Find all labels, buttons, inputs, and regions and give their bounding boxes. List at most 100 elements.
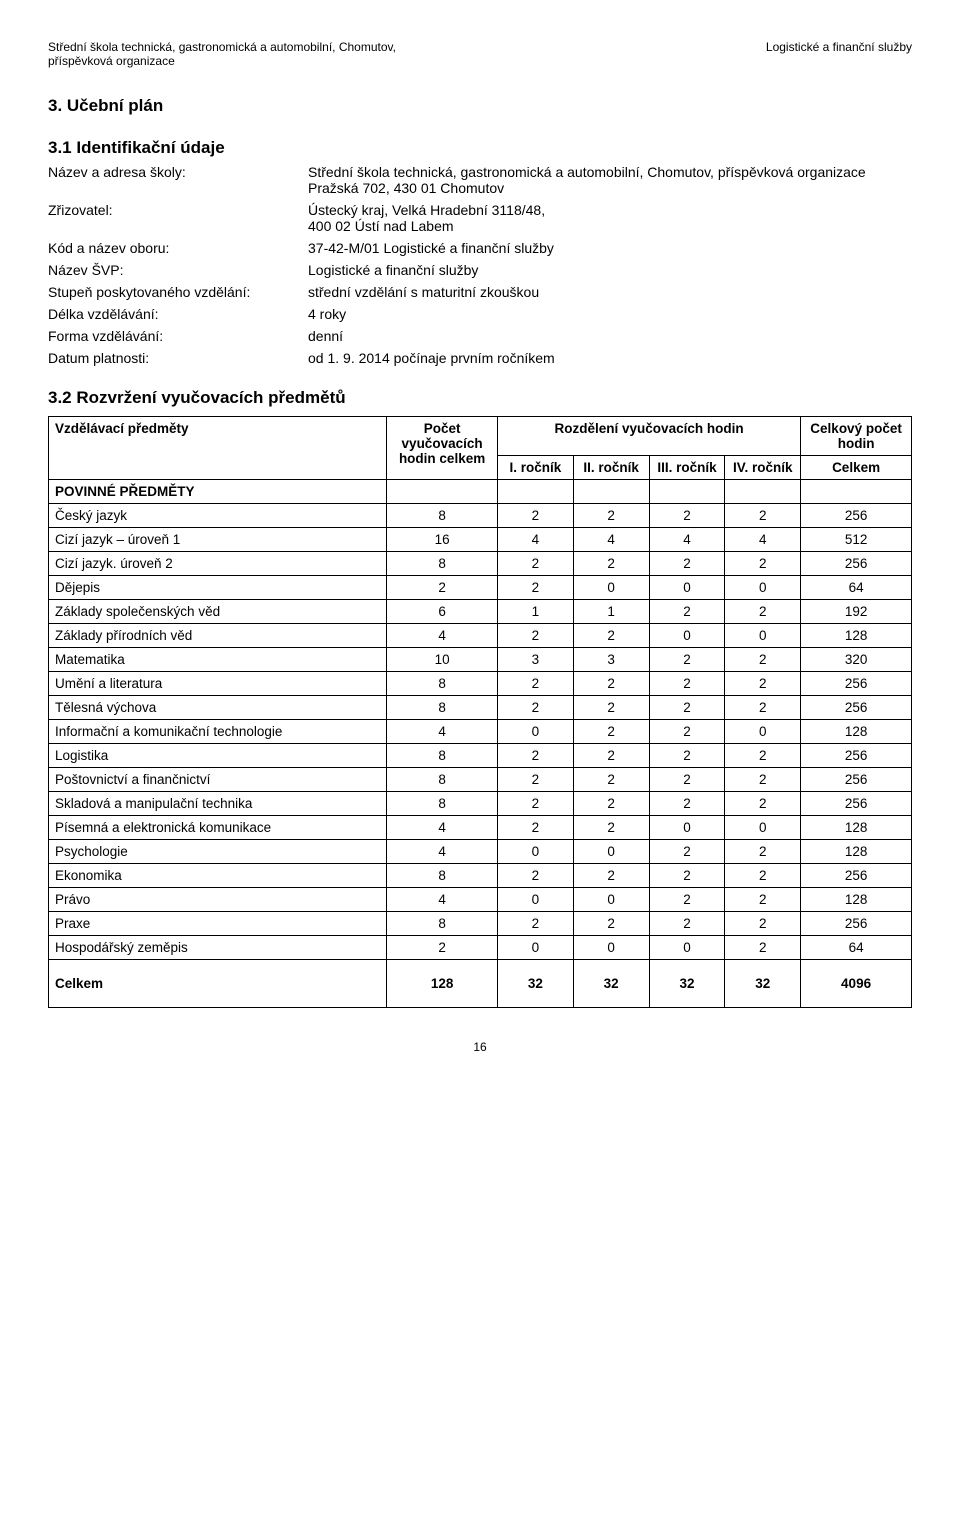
year-1: 0	[497, 840, 573, 864]
subject-name: Český jazyk	[49, 504, 387, 528]
totals-label: Celkem	[49, 960, 387, 1008]
subject-name: Praxe	[49, 912, 387, 936]
year-3: 2	[649, 552, 725, 576]
year-2: 2	[573, 720, 649, 744]
subject-name: Umění a literatura	[49, 672, 387, 696]
year-1: 2	[497, 504, 573, 528]
col-i: I. ročník	[497, 456, 573, 480]
year-4: 2	[725, 792, 801, 816]
empty-cell	[649, 480, 725, 504]
header-left: Střední škola technická, gastronomická a…	[48, 40, 396, 68]
year-2: 2	[573, 552, 649, 576]
sum-hours: 192	[801, 600, 912, 624]
subject-name: Právo	[49, 888, 387, 912]
subject-name: Hospodářský zeměpis	[49, 936, 387, 960]
year-4: 0	[725, 720, 801, 744]
total-hours: 16	[387, 528, 498, 552]
year-4: 4	[725, 528, 801, 552]
year-1: 2	[497, 672, 573, 696]
subject-name: Informační a komunikační technologie	[49, 720, 387, 744]
subject-name: Ekonomika	[49, 864, 387, 888]
year-2: 2	[573, 624, 649, 648]
totals-total: 128	[387, 960, 498, 1008]
total-hours: 8	[387, 672, 498, 696]
total-hours: 4	[387, 720, 498, 744]
table-row: Český jazyk82222256	[49, 504, 912, 528]
year-4: 2	[725, 912, 801, 936]
sum-hours: 128	[801, 888, 912, 912]
year-1: 2	[497, 912, 573, 936]
info-label: Název ŠVP:	[48, 262, 308, 278]
empty-cell	[387, 480, 498, 504]
page-header: Střední škola technická, gastronomická a…	[48, 40, 912, 68]
sum-hours: 256	[801, 768, 912, 792]
table-row: Cizí jazyk – úroveň 1164444512	[49, 528, 912, 552]
info-label: Kód a název oboru:	[48, 240, 308, 256]
subject-name: Skladová a manipulační technika	[49, 792, 387, 816]
total-hours: 4	[387, 888, 498, 912]
year-3: 0	[649, 936, 725, 960]
year-1: 2	[497, 624, 573, 648]
year-4: 0	[725, 576, 801, 600]
year-1: 2	[497, 744, 573, 768]
year-4: 2	[725, 672, 801, 696]
year-2: 2	[573, 744, 649, 768]
sum-hours: 256	[801, 552, 912, 576]
year-4: 2	[725, 504, 801, 528]
totals-y1: 32	[497, 960, 573, 1008]
col-celkem: Celkem	[801, 456, 912, 480]
total-hours: 6	[387, 600, 498, 624]
year-2: 2	[573, 768, 649, 792]
info-row: Kód a název oboru:37-42-M/01 Logistické …	[48, 240, 912, 256]
info-label: Zřizovatel:	[48, 202, 308, 234]
total-hours: 10	[387, 648, 498, 672]
section-3-2-title: 3.2 Rozvržení vyučovacích předmětů	[48, 388, 912, 408]
empty-cell	[573, 480, 649, 504]
total-hours: 4	[387, 624, 498, 648]
col-iii: III. ročník	[649, 456, 725, 480]
year-2: 0	[573, 888, 649, 912]
total-hours: 2	[387, 936, 498, 960]
subject-name: Cizí jazyk. úroveň 2	[49, 552, 387, 576]
total-hours: 8	[387, 696, 498, 720]
year-1: 2	[497, 768, 573, 792]
info-label: Délka vzdělávání:	[48, 306, 308, 322]
year-2: 3	[573, 648, 649, 672]
info-row: Stupeň poskytovaného vzdělání:střední vz…	[48, 284, 912, 300]
year-4: 2	[725, 840, 801, 864]
year-3: 2	[649, 720, 725, 744]
year-3: 2	[649, 696, 725, 720]
info-row: Datum platnosti:od 1. 9. 2014 počínaje p…	[48, 350, 912, 366]
info-label: Forma vzdělávání:	[48, 328, 308, 344]
year-3: 2	[649, 792, 725, 816]
sum-hours: 320	[801, 648, 912, 672]
total-hours: 8	[387, 552, 498, 576]
col-subject: Vzdělávací předměty	[49, 417, 387, 480]
table-row: Informační a komunikační technologie4022…	[49, 720, 912, 744]
table-row: Praxe82222256	[49, 912, 912, 936]
total-hours: 8	[387, 744, 498, 768]
info-value: Logistické a finanční služby	[308, 262, 912, 278]
year-2: 2	[573, 792, 649, 816]
total-hours: 4	[387, 816, 498, 840]
year-1: 0	[497, 720, 573, 744]
sum-hours: 256	[801, 696, 912, 720]
subject-name: Základy společenských věd	[49, 600, 387, 624]
identification-data: Název a adresa školy:Střední škola techn…	[48, 164, 912, 366]
table-row: Psychologie40022128	[49, 840, 912, 864]
table-row: Dějepis2200064	[49, 576, 912, 600]
table-row: Poštovnictví a finančnictví82222256	[49, 768, 912, 792]
year-1: 3	[497, 648, 573, 672]
section-3-1-title: 3.1 Identifikační údaje	[48, 138, 912, 158]
year-3: 4	[649, 528, 725, 552]
sum-hours: 64	[801, 576, 912, 600]
info-value: Ústecký kraj, Velká Hradební 3118/48, 40…	[308, 202, 912, 234]
year-4: 2	[725, 648, 801, 672]
table-row: Umění a literatura82222256	[49, 672, 912, 696]
year-3: 2	[649, 600, 725, 624]
totals-y3: 32	[649, 960, 725, 1008]
col-grand-total: Celkový počet hodin	[801, 417, 912, 456]
year-2: 2	[573, 912, 649, 936]
info-label: Stupeň poskytovaného vzdělání:	[48, 284, 308, 300]
sum-hours: 256	[801, 504, 912, 528]
